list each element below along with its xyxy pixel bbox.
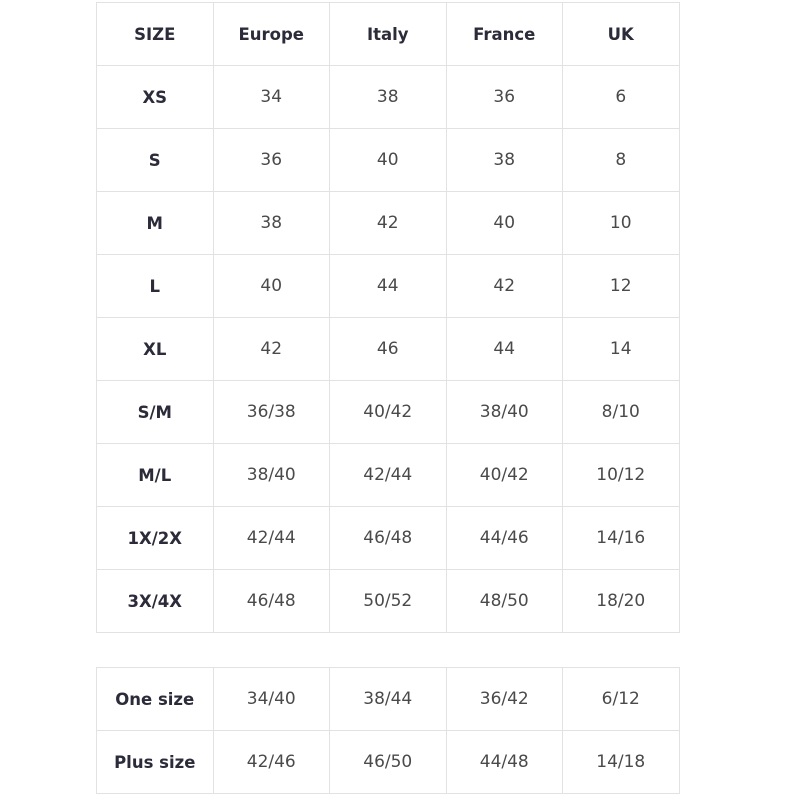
size-value-cell: 42/44 <box>329 443 447 507</box>
size-value-cell: 42/46 <box>212 730 330 794</box>
size-value-cell: 6 <box>562 65 680 129</box>
header-row: SIZE Europe Italy France UK <box>96 2 680 66</box>
table-row: M/L 38/40 42/44 40/42 10/12 <box>96 443 680 507</box>
size-value-cell: 46/50 <box>329 730 447 794</box>
size-value-cell: 14 <box>562 317 680 381</box>
size-label-cell: M <box>96 191 214 255</box>
size-value-cell: 10/12 <box>562 443 680 507</box>
size-value-cell: 8/10 <box>562 380 680 444</box>
size-value-cell: 40 <box>329 128 447 192</box>
size-label-cell: One size <box>96 667 214 731</box>
size-value-cell: 42 <box>212 317 330 381</box>
column-header: Italy <box>329 2 447 66</box>
table-row: S 36 40 38 8 <box>96 128 680 192</box>
size-value-cell: 50/52 <box>329 569 447 633</box>
size-value-cell: 36/38 <box>212 380 330 444</box>
size-value-cell: 8 <box>562 128 680 192</box>
one-plus-size-table: One size 34/40 38/44 36/42 6/12 Plus size 42/4… <box>96 667 680 794</box>
table-row: XL 42 46 44 14 <box>96 317 680 381</box>
size-value-cell: 46 <box>329 317 447 381</box>
column-header: SIZE <box>96 2 214 66</box>
size-value-cell: 38/44 <box>329 667 447 731</box>
table-row: XS 34 38 36 6 <box>96 65 680 129</box>
size-value-cell: 40/42 <box>329 380 447 444</box>
table-row: One size 34/40 38/44 36/42 6/12 <box>96 667 680 731</box>
table-row: 1X/2X 42/44 46/48 44/46 14/16 <box>96 506 680 570</box>
size-value-cell: 44/48 <box>445 730 563 794</box>
size-label-cell: S <box>96 128 214 192</box>
column-header: Europe <box>212 2 330 66</box>
size-value-cell: 38/40 <box>445 380 563 444</box>
size-value-cell: 38 <box>212 191 330 255</box>
size-value-cell: 34/40 <box>212 667 330 731</box>
size-value-cell: 46/48 <box>329 506 447 570</box>
size-value-cell: 34 <box>212 65 330 129</box>
size-label-cell: L <box>96 254 214 318</box>
size-value-cell: 38 <box>445 128 563 192</box>
size-value-cell: 40 <box>445 191 563 255</box>
size-value-cell: 36 <box>445 65 563 129</box>
size-value-cell: 10 <box>562 191 680 255</box>
size-value-cell: 42 <box>445 254 563 318</box>
size-value-cell: 38 <box>329 65 447 129</box>
size-value-cell: 46/48 <box>212 569 330 633</box>
size-value-cell: 44/46 <box>445 506 563 570</box>
size-value-cell: 12 <box>562 254 680 318</box>
table-row: 3X/4X 46/48 50/52 48/50 18/20 <box>96 569 680 633</box>
size-value-cell: 14/16 <box>562 506 680 570</box>
size-label-cell: 1X/2X <box>96 506 214 570</box>
size-value-cell: 48/50 <box>445 569 563 633</box>
size-label-cell: M/L <box>96 443 214 507</box>
size-value-cell: 40 <box>212 254 330 318</box>
size-label-cell: 3X/4X <box>96 569 214 633</box>
size-value-cell: 44 <box>445 317 563 381</box>
size-label-cell: XL <box>96 317 214 381</box>
size-label-cell: Plus size <box>96 730 214 794</box>
size-value-cell: 36/42 <box>445 667 563 731</box>
column-header: UK <box>562 2 680 66</box>
size-value-cell: 40/42 <box>445 443 563 507</box>
size-value-cell: 18/20 <box>562 569 680 633</box>
size-value-cell: 36 <box>212 128 330 192</box>
table-row: M 38 42 40 10 <box>96 191 680 255</box>
size-value-cell: 42/44 <box>212 506 330 570</box>
size-label-cell: S/M <box>96 380 214 444</box>
size-value-cell: 6/12 <box>562 667 680 731</box>
table-row: Plus size 42/46 46/50 44/48 14/18 <box>96 730 680 794</box>
size-chart-table: SIZE Europe Italy France UK XS 34 38 36 6 S 36 40 38 8… <box>96 2 680 633</box>
size-value-cell: 14/18 <box>562 730 680 794</box>
table-row: S/M 36/38 40/42 38/40 8/10 <box>96 380 680 444</box>
size-value-cell: 42 <box>329 191 447 255</box>
size-value-cell: 44 <box>329 254 447 318</box>
size-value-cell: 38/40 <box>212 443 330 507</box>
size-label-cell: XS <box>96 65 214 129</box>
column-header: France <box>445 2 563 66</box>
table-row: L 40 44 42 12 <box>96 254 680 318</box>
